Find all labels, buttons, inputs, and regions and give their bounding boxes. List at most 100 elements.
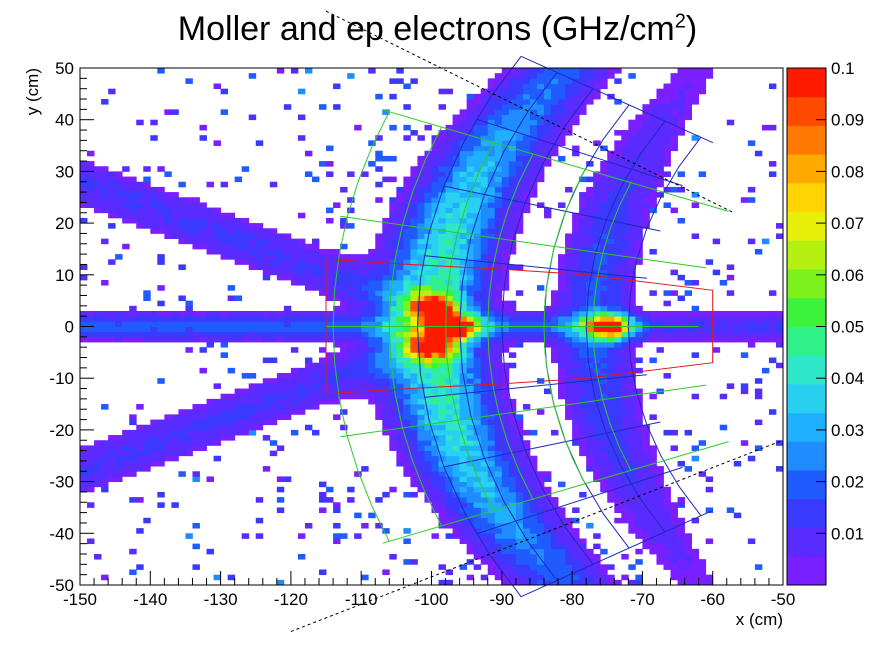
heatmap-cell xyxy=(768,321,777,327)
heatmap-cell xyxy=(311,310,320,317)
heatmap-cell xyxy=(621,233,629,240)
heatmap-cell xyxy=(326,486,334,493)
heatmap-cell xyxy=(410,367,418,374)
heatmap-cell xyxy=(684,569,693,576)
heatmap-cell xyxy=(558,579,566,586)
heatmap-cell xyxy=(101,440,109,446)
heatmap-cell xyxy=(565,367,573,374)
heatmap-cell xyxy=(670,290,678,296)
heatmap-cell xyxy=(431,476,439,482)
heatmap-cell xyxy=(220,238,229,245)
heatmap-cell xyxy=(663,502,671,508)
heatmap-cell xyxy=(487,171,496,177)
heatmap-cell xyxy=(452,414,461,420)
heatmap-cell xyxy=(319,104,327,110)
heatmap-cell xyxy=(311,316,320,322)
heatmap-cell xyxy=(501,486,510,493)
heatmap-cell xyxy=(375,166,383,172)
heatmap-cell xyxy=(87,481,95,488)
heatmap-cell xyxy=(375,378,383,384)
heatmap-cell xyxy=(213,207,221,214)
heatmap-cell xyxy=(333,285,341,291)
heatmap-cell xyxy=(621,435,629,441)
heatmap-cell xyxy=(565,331,573,338)
heatmap-cell xyxy=(614,248,622,255)
heatmap-cell xyxy=(579,388,587,395)
heatmap-cell xyxy=(593,429,601,436)
heatmap-cell xyxy=(417,460,425,467)
heatmap-cell xyxy=(269,321,278,327)
heatmap-cell xyxy=(129,181,137,188)
heatmap-cell xyxy=(607,424,615,431)
heatmap-cell xyxy=(621,367,629,374)
heatmap-cell xyxy=(276,233,285,240)
heatmap-cell xyxy=(635,574,643,581)
heatmap-cell xyxy=(431,352,439,358)
heatmap-cell xyxy=(452,130,461,136)
heatmap-cells xyxy=(80,68,784,586)
heatmap-cell xyxy=(431,264,439,271)
heatmap-cell xyxy=(628,161,636,167)
heatmap-cell xyxy=(283,316,292,322)
heatmap-cell xyxy=(663,83,671,90)
heatmap-cell xyxy=(276,409,285,415)
heatmap-cell xyxy=(649,290,657,296)
heatmap-cell xyxy=(768,331,777,338)
heatmap-cell xyxy=(747,336,756,343)
heatmap-cell xyxy=(494,502,503,508)
heatmap-cell xyxy=(551,114,559,121)
heatmap-cell xyxy=(565,290,573,296)
heatmap-cell xyxy=(206,342,214,348)
heatmap-cell xyxy=(333,264,341,271)
heatmap-cell xyxy=(248,316,257,322)
heatmap-cell xyxy=(459,486,468,493)
heatmap-cell xyxy=(361,316,369,322)
heatmap-cell xyxy=(494,450,503,457)
heatmap-cell xyxy=(150,445,158,451)
heatmap-cell xyxy=(143,460,151,467)
heatmap-cell xyxy=(628,310,636,317)
heatmap-cell xyxy=(536,491,545,498)
heatmap-cell xyxy=(396,347,404,353)
heatmap-cell xyxy=(635,316,643,322)
heatmap-cell xyxy=(220,409,229,415)
heatmap-cell xyxy=(515,326,524,333)
heatmap-cell xyxy=(593,383,601,389)
heatmap-cell xyxy=(101,481,109,488)
heatmap-cell xyxy=(326,254,334,260)
heatmap-cell xyxy=(297,248,306,255)
heatmap-cell xyxy=(536,176,545,183)
heatmap-cell xyxy=(480,124,489,131)
heatmap-cell xyxy=(628,522,636,529)
heatmap-cell xyxy=(515,486,524,493)
heatmap-cell xyxy=(600,569,608,576)
heatmap-cell xyxy=(157,228,165,234)
heatmap-cell xyxy=(515,166,524,172)
heatmap-cell xyxy=(164,202,172,208)
heatmap-cell xyxy=(438,305,446,312)
colorbar-swatch xyxy=(787,125,826,155)
heatmap-cell xyxy=(459,254,468,260)
heatmap-cell xyxy=(628,445,636,451)
heatmap-cell xyxy=(234,254,243,260)
heatmap-cell xyxy=(501,517,510,524)
heatmap-cell xyxy=(698,326,707,333)
heatmap-cell xyxy=(340,409,348,415)
heatmap-cell xyxy=(164,212,172,219)
heatmap-cell xyxy=(206,207,214,214)
heatmap-cell xyxy=(635,450,643,457)
heatmap-cell xyxy=(642,181,650,188)
heatmap-cell xyxy=(185,419,193,426)
heatmap-cell xyxy=(199,321,207,327)
heatmap-cell xyxy=(290,326,299,333)
heatmap-cell xyxy=(368,264,376,271)
heatmap-cell xyxy=(94,310,102,317)
heatmap-cell xyxy=(691,393,700,400)
heatmap-cell xyxy=(108,435,116,441)
heatmap-cell xyxy=(494,109,503,115)
heatmap-cell xyxy=(248,388,257,395)
heatmap-cell xyxy=(494,559,503,565)
heatmap-cell xyxy=(178,435,186,441)
heatmap-cell xyxy=(656,336,664,343)
heatmap-cell xyxy=(466,512,475,519)
